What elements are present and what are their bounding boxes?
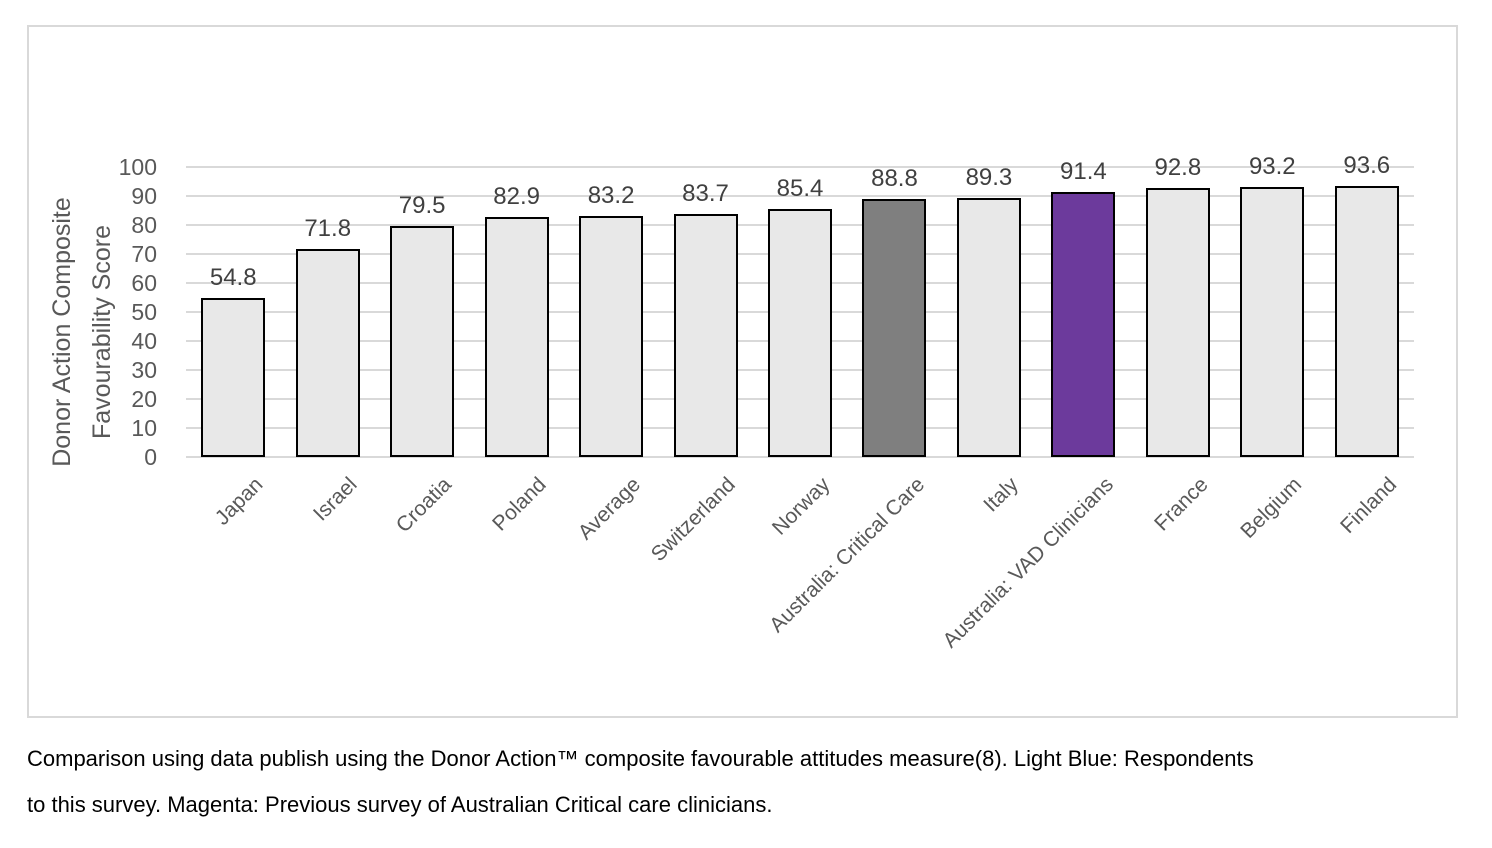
bar-israel	[295, 248, 360, 457]
bar-japan	[201, 298, 266, 457]
y-tick-label-90: 90	[131, 183, 157, 209]
caption-line1: Comparison using data publish using the …	[27, 746, 1254, 771]
value-label-italy: 89.3	[965, 164, 1013, 192]
value-label-switzerland: 83.7	[682, 180, 729, 208]
x-label-croatia: Croatia	[392, 473, 457, 538]
x-label-australia-vad-clinicians: Australia: VAD Clinicians	[938, 473, 1118, 653]
y-tick-label-50: 50	[131, 299, 157, 325]
y-tick-label-40: 40	[131, 328, 157, 354]
gridline-90	[186, 195, 1414, 197]
y-tick-label-60: 60	[131, 270, 157, 296]
value-label-japan: 54.8	[209, 264, 257, 292]
y-tick-label-70: 70	[131, 241, 157, 267]
y-tick-label-10: 10	[131, 415, 157, 441]
value-label-australia-vad-clinicians: 91.4	[1060, 157, 1107, 185]
x-label-average: Average	[574, 473, 646, 545]
value-label-average: 83.2	[587, 181, 635, 209]
x-label-finland: Finland	[1336, 473, 1402, 538]
value-label-belgium: 93.2	[1248, 152, 1296, 180]
bar-australia-critical-care	[862, 199, 927, 457]
x-label-japan: Japan	[210, 473, 268, 530]
bar-finland	[1334, 185, 1399, 457]
x-label-switzerland: Switzerland	[646, 473, 740, 567]
x-label-italy: Italy	[979, 473, 1024, 517]
bar-average	[579, 215, 644, 457]
value-label-israel: 71.8	[304, 214, 352, 242]
value-label-norway: 85.4	[776, 175, 824, 203]
value-label-australia-critical-care: 88.8	[871, 165, 918, 193]
y-tick-label-100: 100	[118, 154, 157, 180]
y-tick-label-30: 30	[131, 357, 157, 383]
bar-france	[1145, 187, 1210, 457]
bar-poland	[484, 216, 549, 457]
chart-frame: Donor Action Composite Favourability Sco…	[27, 25, 1458, 718]
bar-croatia	[390, 226, 455, 457]
y-tick-label-20: 20	[131, 386, 157, 412]
bar-switzerland	[673, 214, 738, 457]
caption-line2: to this survey. Magenta: Previous survey…	[27, 792, 773, 817]
bar-australia-vad-clinicians	[1051, 191, 1116, 457]
gridline-0	[186, 456, 1414, 458]
bar-italy	[956, 198, 1021, 457]
value-label-croatia: 79.5	[398, 192, 446, 220]
value-label-poland: 82.9	[493, 182, 540, 210]
y-tick-label-80: 80	[131, 212, 157, 238]
value-label-finland: 93.6	[1343, 151, 1391, 179]
value-label-france: 92.8	[1154, 153, 1202, 181]
x-label-poland: Poland	[488, 473, 551, 536]
x-label-norway: Norway	[767, 473, 835, 540]
x-label-israel: Israel	[309, 473, 362, 526]
y-tick-label-0: 0	[144, 444, 157, 470]
x-label-france: France	[1149, 473, 1213, 536]
x-label-belgium: Belgium	[1236, 473, 1307, 543]
bar-norway	[768, 209, 832, 457]
figure-caption: Comparison using data publish using the …	[27, 736, 1487, 828]
gridline-100	[186, 166, 1414, 168]
plot-area: 0 10 20 30 40 50 60 70 80 90 100 54.8 Japan 71.8 Israe…	[29, 27, 1456, 716]
x-label-australia-critical-care: Australia: Critical Care	[764, 473, 929, 637]
bar-belgium	[1240, 186, 1305, 457]
